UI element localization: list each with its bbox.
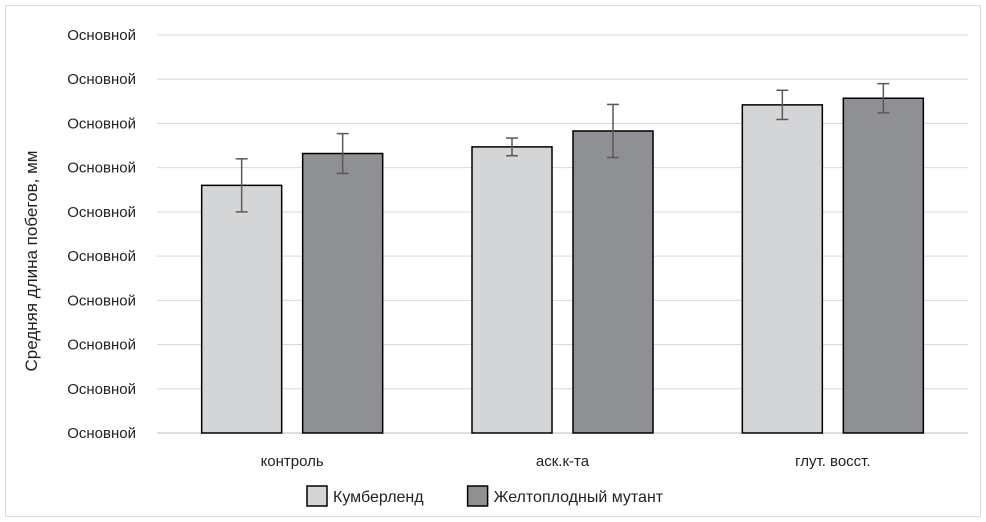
chart-frame bbox=[5, 5, 981, 517]
legend-label: Кумберленд bbox=[333, 489, 424, 506]
y-tick-label: Основной bbox=[67, 160, 136, 177]
y-tick-label: Основной bbox=[67, 115, 136, 132]
bar bbox=[741, 104, 824, 434]
y-tick-label: Основной bbox=[67, 204, 136, 221]
error-bars bbox=[235, 82, 890, 213]
gridlines bbox=[157, 34, 968, 434]
category-label: глут. восст. bbox=[795, 453, 870, 470]
bar bbox=[200, 184, 283, 434]
bar bbox=[572, 130, 654, 434]
y-tick-label: Основной bbox=[67, 337, 136, 354]
bar bbox=[471, 146, 553, 434]
legend-swatch bbox=[306, 485, 328, 507]
y-tick-label: Основной bbox=[67, 425, 136, 442]
y-tick-label: Основной bbox=[67, 292, 136, 309]
y-tick-label: Основной bbox=[67, 71, 136, 88]
y-tick-label: Основной bbox=[67, 248, 136, 265]
category-label: контроль bbox=[261, 453, 324, 470]
y-axis-title: Средняя длина побегов, мм bbox=[22, 151, 41, 372]
bar bbox=[301, 152, 384, 434]
y-tick-label: Основной bbox=[67, 27, 136, 44]
bars bbox=[200, 97, 925, 434]
y-tick-label: Основной bbox=[67, 381, 136, 398]
x-axis-categories: контроль аск.к-та глут. восст. bbox=[261, 453, 871, 470]
bar bbox=[842, 97, 925, 434]
legend-label: Желтоплодный мутант bbox=[494, 489, 664, 506]
category-label: аск.к-та bbox=[536, 453, 590, 470]
legend-swatch bbox=[466, 485, 489, 507]
legend: Кумберленд Желтоплодный мутант bbox=[306, 485, 664, 507]
y-axis-ticks: Основной Основной Основной Основной Основной… bbox=[67, 27, 136, 442]
